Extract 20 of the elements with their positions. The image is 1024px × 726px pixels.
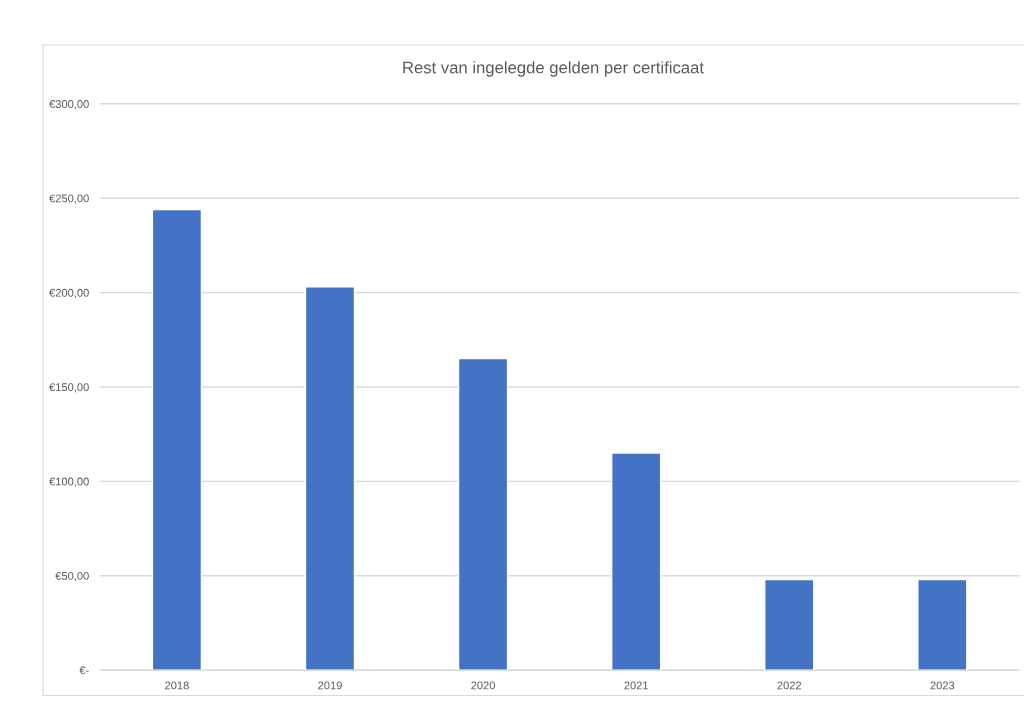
y-tick-label: €150,00 [49, 383, 89, 393]
bar [304, 286, 356, 671]
y-tick-label: €50,00 [55, 571, 89, 582]
y-tick-label: €300,00 [49, 100, 89, 110]
y-tick-label: €200,00 [49, 288, 89, 299]
bar [764, 578, 815, 671]
x-tick-label: 2021 [624, 681, 648, 690]
y-tick-label: €100,00 [49, 477, 89, 487]
x-tick-label: 2020 [471, 681, 495, 690]
y-tick-label: €250,00 [49, 194, 89, 204]
x-tick-label: 2022 [777, 681, 802, 690]
bar [610, 452, 662, 671]
x-tick-label: 2018 [165, 681, 189, 690]
bar [151, 208, 203, 671]
bar [917, 578, 968, 671]
x-tick-label: 2023 [930, 681, 955, 690]
y-tick-label: €- [79, 666, 89, 675]
chart-title: Rest van ingelegde gelden per certificaat [403, 61, 704, 77]
x-tick-label: 2019 [318, 681, 342, 690]
bar [457, 357, 509, 671]
